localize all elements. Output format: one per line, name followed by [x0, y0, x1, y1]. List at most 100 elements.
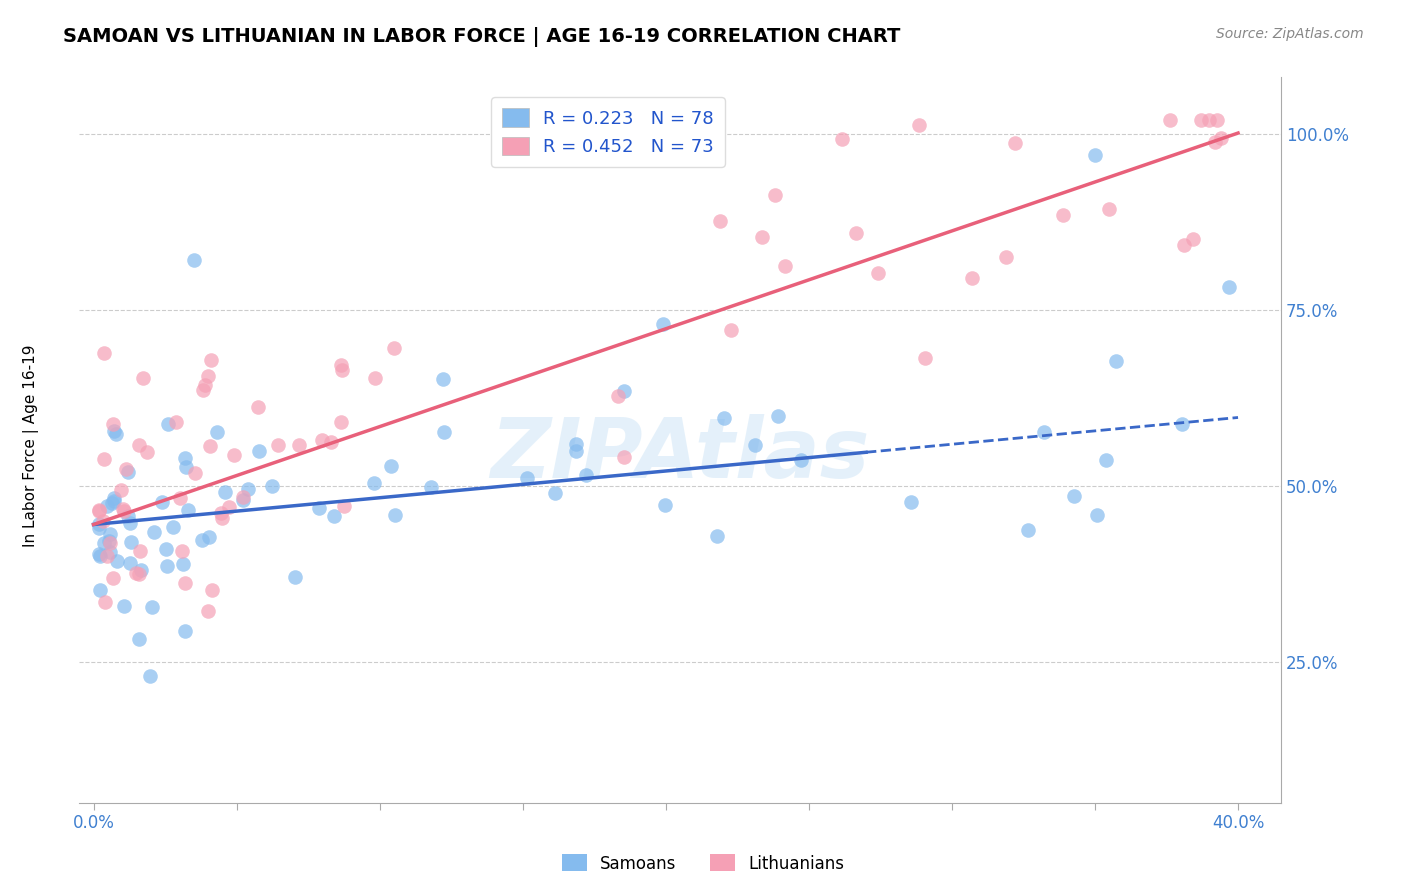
Point	[845, 226, 868, 240]
Point	[150, 495, 173, 509]
Point	[1052, 208, 1074, 222]
Point	[380, 458, 402, 473]
Legend: Samoans, Lithuanians: Samoans, Lithuanians	[555, 847, 851, 880]
Point	[284, 570, 307, 584]
Point	[994, 250, 1017, 264]
Point	[143, 524, 166, 539]
Point	[709, 214, 731, 228]
Point	[107, 554, 129, 568]
Point	[267, 438, 290, 452]
Point	[94, 595, 117, 609]
Point	[172, 558, 194, 572]
Point	[654, 498, 676, 512]
Point	[96, 499, 118, 513]
Point	[100, 527, 122, 541]
Point	[384, 508, 406, 522]
Point	[1033, 425, 1056, 439]
Point	[900, 495, 922, 509]
Point	[1084, 148, 1107, 162]
Point	[156, 558, 179, 573]
Point	[907, 119, 929, 133]
Point	[89, 549, 111, 563]
Point	[198, 530, 221, 544]
Point	[612, 384, 634, 398]
Point	[129, 544, 152, 558]
Point	[209, 506, 232, 520]
Point	[1063, 489, 1085, 503]
Point	[329, 358, 352, 372]
Point	[224, 448, 246, 462]
Point	[200, 353, 222, 368]
Point	[93, 536, 115, 550]
Point	[516, 471, 538, 485]
Legend: R = 0.223   N = 78, R = 0.452   N = 73: R = 0.223 N = 78, R = 0.452 N = 73	[491, 97, 725, 167]
Point	[308, 500, 330, 515]
Point	[330, 363, 353, 377]
Point	[319, 434, 342, 449]
Point	[103, 424, 125, 438]
Point	[329, 415, 352, 429]
Point	[775, 259, 797, 273]
Point	[211, 511, 233, 525]
Point	[183, 253, 205, 268]
Point	[191, 533, 214, 547]
Point	[565, 437, 588, 451]
Point	[236, 482, 259, 496]
Point	[162, 520, 184, 534]
Point	[128, 567, 150, 582]
Point	[197, 604, 219, 618]
Point	[184, 467, 207, 481]
Point	[173, 624, 195, 638]
Point	[112, 599, 135, 614]
Text: SAMOAN VS LITHUANIAN IN LABOR FORCE | AGE 16-19 CORRELATION CHART: SAMOAN VS LITHUANIAN IN LABOR FORCE | AG…	[63, 27, 901, 46]
Point	[706, 529, 728, 543]
Point	[364, 371, 387, 385]
Point	[128, 438, 150, 452]
Point	[198, 439, 221, 453]
Point	[125, 566, 148, 580]
Point	[214, 485, 236, 500]
Point	[174, 450, 197, 465]
Point	[132, 370, 155, 384]
Point	[1181, 231, 1204, 245]
Point	[101, 496, 124, 510]
Point	[363, 475, 385, 490]
Point	[101, 571, 124, 585]
Point	[89, 583, 111, 598]
Point	[232, 493, 254, 508]
Point	[382, 341, 405, 355]
Point	[120, 534, 142, 549]
Point	[831, 132, 853, 146]
Point	[744, 437, 766, 451]
Point	[218, 500, 240, 515]
Point	[432, 372, 454, 386]
Point	[433, 425, 456, 439]
Point	[91, 514, 114, 528]
Point	[128, 632, 150, 647]
Point	[117, 508, 139, 523]
Point	[101, 417, 124, 432]
Point	[89, 503, 111, 517]
Point	[93, 452, 115, 467]
Point	[1085, 508, 1108, 522]
Point	[103, 491, 125, 506]
Point	[1218, 280, 1240, 294]
Text: In Labor Force | Age 16-19: In Labor Force | Age 16-19	[22, 344, 39, 548]
Point	[1004, 136, 1026, 150]
Point	[170, 544, 193, 558]
Point	[1095, 453, 1118, 467]
Point	[135, 444, 157, 458]
Point	[247, 444, 270, 458]
Point	[262, 479, 284, 493]
Point	[247, 400, 270, 414]
Point	[1159, 112, 1181, 127]
Point	[191, 383, 214, 397]
Point	[1171, 417, 1194, 432]
Point	[790, 453, 813, 467]
Point	[93, 345, 115, 359]
Point	[1209, 130, 1232, 145]
Point	[177, 503, 200, 517]
Point	[765, 188, 787, 202]
Text: Source: ZipAtlas.com: Source: ZipAtlas.com	[1216, 27, 1364, 41]
Point	[613, 450, 636, 464]
